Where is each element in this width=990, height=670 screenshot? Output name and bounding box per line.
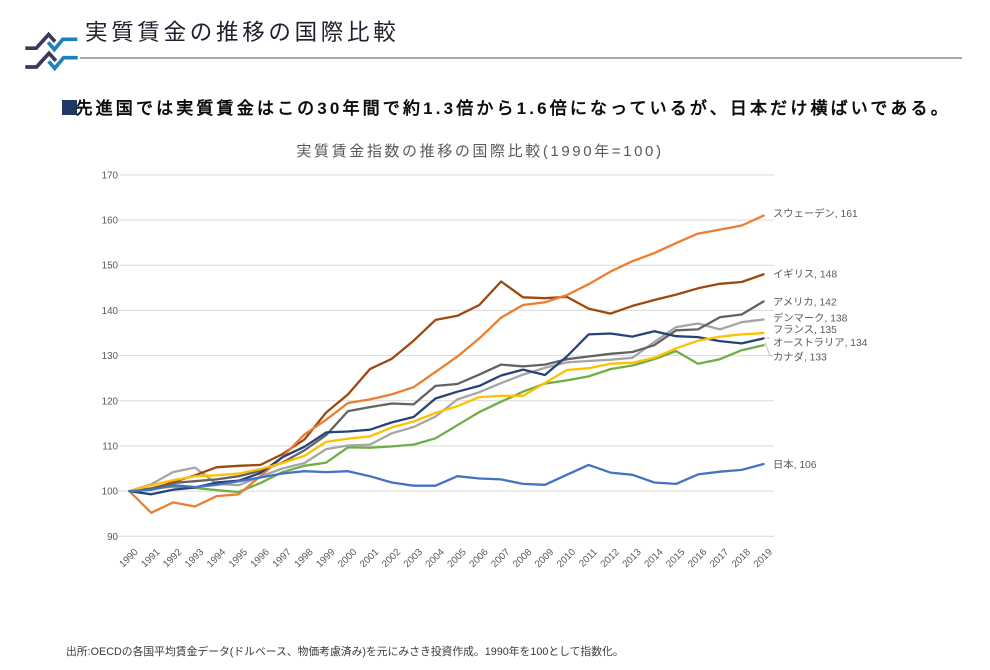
svg-text:100: 100 xyxy=(102,487,119,498)
svg-text:2018: 2018 xyxy=(730,546,754,570)
svg-text:2011: 2011 xyxy=(577,547,600,570)
svg-text:フランス, 135: フランス, 135 xyxy=(773,324,837,336)
svg-text:1991: 1991 xyxy=(139,547,162,570)
svg-text:2004: 2004 xyxy=(424,546,448,570)
svg-text:1992: 1992 xyxy=(161,547,184,570)
svg-text:2015: 2015 xyxy=(664,546,688,570)
svg-text:2019: 2019 xyxy=(752,547,775,570)
svg-text:1999: 1999 xyxy=(314,547,337,570)
svg-text:2008: 2008 xyxy=(511,546,535,570)
svg-text:2000: 2000 xyxy=(336,546,360,570)
svg-text:オーストラリア, 134: オーストラリア, 134 xyxy=(773,337,868,349)
svg-text:2001: 2001 xyxy=(358,547,381,570)
svg-text:1990: 1990 xyxy=(117,546,141,570)
svg-text:140: 140 xyxy=(102,306,119,317)
svg-text:1997: 1997 xyxy=(271,547,294,570)
svg-text:1993: 1993 xyxy=(183,546,207,570)
svg-text:デンマーク, 138: デンマーク, 138 xyxy=(773,311,848,324)
svg-text:2007: 2007 xyxy=(489,547,512,570)
svg-text:2009: 2009 xyxy=(533,547,556,570)
svg-text:120: 120 xyxy=(102,396,119,407)
svg-text:90: 90 xyxy=(107,532,118,543)
svg-text:2017: 2017 xyxy=(708,547,731,570)
svg-text:150: 150 xyxy=(102,261,119,272)
svg-text:130: 130 xyxy=(102,351,119,362)
svg-text:日本, 106: 日本, 106 xyxy=(773,458,817,471)
svg-text:160: 160 xyxy=(102,216,119,227)
svg-text:2014: 2014 xyxy=(642,546,666,570)
svg-text:1996: 1996 xyxy=(249,546,273,570)
svg-text:2016: 2016 xyxy=(686,546,710,570)
svg-text:110: 110 xyxy=(102,441,118,452)
svg-text:アメリカ, 142: アメリカ, 142 xyxy=(773,297,837,309)
svg-text:2012: 2012 xyxy=(599,547,622,570)
svg-text:イギリス, 148: イギリス, 148 xyxy=(773,269,837,281)
svg-text:カナダ, 133: カナダ, 133 xyxy=(773,351,827,364)
svg-text:1995: 1995 xyxy=(227,546,251,570)
svg-text:2013: 2013 xyxy=(621,546,645,570)
svg-text:実質賃金指数の推移の国際比較(1990年=100): 実質賃金指数の推移の国際比較(1990年=100) xyxy=(296,142,663,160)
svg-text:2005: 2005 xyxy=(446,546,470,570)
svg-text:2010: 2010 xyxy=(555,546,579,570)
svg-text:2003: 2003 xyxy=(402,546,426,570)
svg-text:スウェーデン, 161: スウェーデン, 161 xyxy=(773,207,858,220)
svg-text:2002: 2002 xyxy=(380,547,403,570)
svg-text:2006: 2006 xyxy=(467,546,491,570)
svg-text:1998: 1998 xyxy=(292,546,316,570)
svg-text:170: 170 xyxy=(102,170,119,181)
svg-text:1994: 1994 xyxy=(205,546,229,570)
